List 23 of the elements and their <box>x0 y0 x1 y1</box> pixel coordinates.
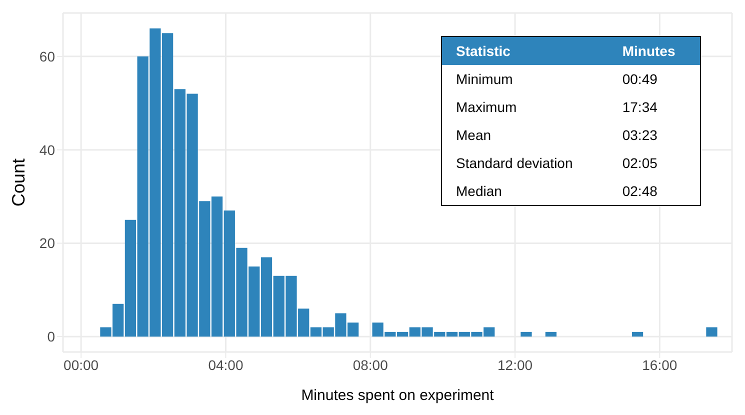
annotation: 02:05 <box>621 154 658 173</box>
x-tick-label: 04:00 <box>208 356 244 373</box>
y-tick-label: 60 <box>39 48 56 64</box>
annotation: Statistic <box>455 42 512 61</box>
x-axis-title: Minutes spent on experiment <box>301 387 495 404</box>
annotation: Median <box>455 182 503 201</box>
y-tick-label: 20 <box>39 235 56 252</box>
annotation: Standard deviation <box>455 154 574 173</box>
x-tick-label: 08:00 <box>352 356 388 373</box>
y-tick-label: 0 <box>47 328 56 345</box>
annotation: 17:34 <box>621 98 658 117</box>
annotation: Minimum <box>455 70 514 89</box>
annotation: Minutes <box>621 42 676 61</box>
y-tick-label: 40 <box>39 142 56 158</box>
annotation: Mean <box>455 126 492 145</box>
annotation: 00:49 <box>621 70 658 89</box>
annotation: 02:48 <box>621 182 658 201</box>
x-tick-label: 12:00 <box>498 356 533 373</box>
annotation: Maximum <box>455 98 518 117</box>
y-axis-title: Count <box>8 158 28 207</box>
x-tick-label: 16:00 <box>642 356 678 373</box>
annotation: 03:23 <box>621 126 658 145</box>
x-tick-label: 00:00 <box>64 356 99 373</box>
